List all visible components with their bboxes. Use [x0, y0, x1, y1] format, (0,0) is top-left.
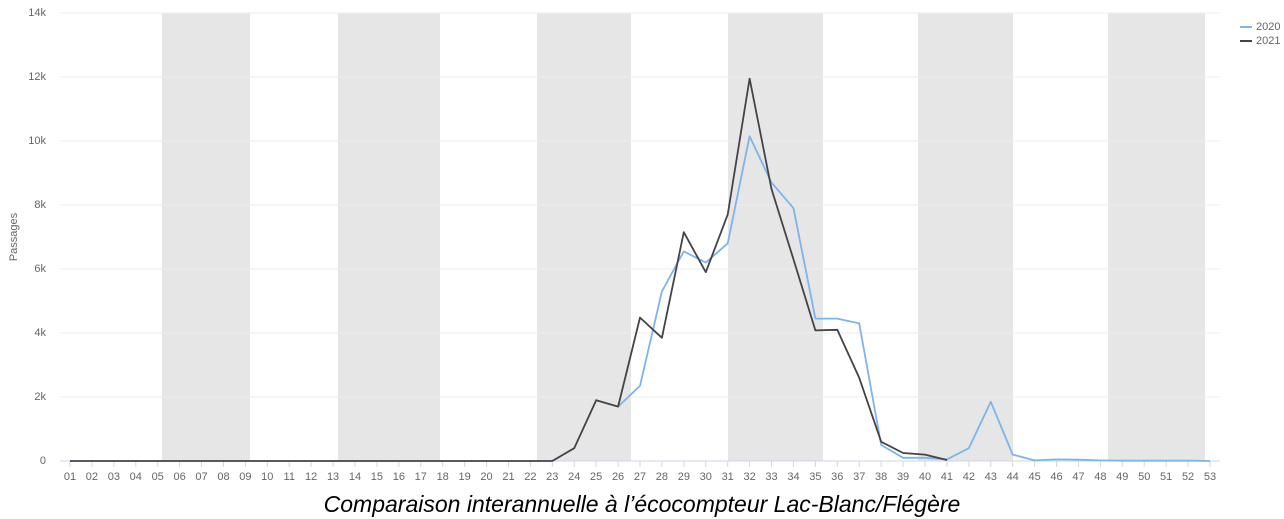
x-tick-label: 39: [897, 471, 909, 483]
x-tick-label: 05: [152, 471, 164, 483]
x-tick-label: 46: [1050, 471, 1062, 483]
x-tick-label: 23: [546, 471, 558, 483]
x-tick-label: 25: [590, 471, 602, 483]
y-tick-label: 6k: [34, 263, 46, 275]
y-tick-label: 0: [40, 455, 46, 467]
x-tick-label: 49: [1116, 471, 1128, 483]
x-tick-label: 48: [1094, 471, 1106, 483]
x-tick-label: 26: [612, 471, 624, 483]
x-tick-label: 41: [941, 471, 953, 483]
x-tick-label: 36: [831, 471, 843, 483]
x-tick-label: 31: [722, 471, 734, 483]
x-tick-label: 03: [108, 471, 120, 483]
x-tick-label: 06: [173, 471, 185, 483]
x-tick-label: 18: [437, 471, 449, 483]
x-tick-label: 29: [678, 471, 690, 483]
y-tick-label: 4k: [34, 327, 46, 339]
shaded-bands: [162, 13, 1205, 461]
legend-label: 2021: [1256, 35, 1280, 47]
x-tick-label: 37: [853, 471, 865, 483]
x-tick-label: 42: [963, 471, 975, 483]
x-tick-label: 28: [656, 471, 668, 483]
x-tick-label: 14: [349, 471, 361, 483]
y-tick-label: 14k: [28, 7, 46, 19]
x-tick-label: 34: [787, 471, 799, 483]
x-tick-label: 43: [985, 471, 997, 483]
x-tick-label: 38: [875, 471, 887, 483]
y-tick-label: 8k: [34, 199, 46, 211]
y-tick-label: 2k: [34, 391, 46, 403]
x-tick-label: 10: [261, 471, 273, 483]
series-line: [70, 77, 948, 462]
band: [1108, 13, 1205, 461]
band: [537, 13, 631, 461]
x-tick-label: 08: [217, 471, 229, 483]
x-tick-label: 11: [284, 471, 295, 483]
x-tick-label: 45: [1028, 471, 1040, 483]
x-tick-label: 04: [130, 471, 142, 483]
series-line: [617, 135, 1211, 462]
x-tick-label: 27: [634, 471, 646, 483]
x-tick-label: 13: [327, 471, 339, 483]
legend-label: 2020: [1256, 21, 1280, 33]
x-tick-label: 47: [1072, 471, 1084, 483]
x-tick-label: 21: [502, 471, 514, 483]
y-tick-label: 10k: [28, 135, 46, 147]
x-tick-label: 40: [919, 471, 931, 483]
x-tick-label: 07: [195, 471, 207, 483]
x-tick-label: 44: [1007, 471, 1019, 483]
x-tick-label: 20: [480, 471, 492, 483]
x-tick-label: 01: [64, 471, 76, 483]
x-tick-label: 50: [1138, 471, 1150, 483]
x-tick-label: 52: [1182, 471, 1194, 483]
x-tick-label: 19: [458, 471, 470, 483]
x-tick-label: 33: [765, 471, 777, 483]
x-tick-label: 02: [86, 471, 98, 483]
band: [728, 13, 823, 461]
x-tick-label: 09: [239, 471, 251, 483]
band: [162, 13, 250, 461]
x-tick-label: 17: [415, 471, 427, 483]
y-axis-label: Passages: [8, 212, 20, 261]
x-tick-label: 12: [305, 471, 317, 483]
x-tick-label: 30: [700, 471, 712, 483]
x-tick-label: 15: [371, 471, 383, 483]
chart-title: Comparaison interannuelle à l’écocompteu…: [324, 491, 961, 517]
x-tick-label: 32: [743, 471, 755, 483]
x-tick-label: 16: [393, 471, 405, 483]
y-tick-label: 12k: [28, 71, 46, 83]
x-tick-label: 51: [1160, 471, 1172, 483]
x-tick-label: 24: [568, 471, 580, 483]
x-tick-label: 35: [809, 471, 821, 483]
band: [338, 13, 440, 461]
x-tick-label: 22: [524, 471, 536, 483]
band: [918, 13, 1013, 461]
x-tick-label: 53: [1204, 471, 1216, 483]
